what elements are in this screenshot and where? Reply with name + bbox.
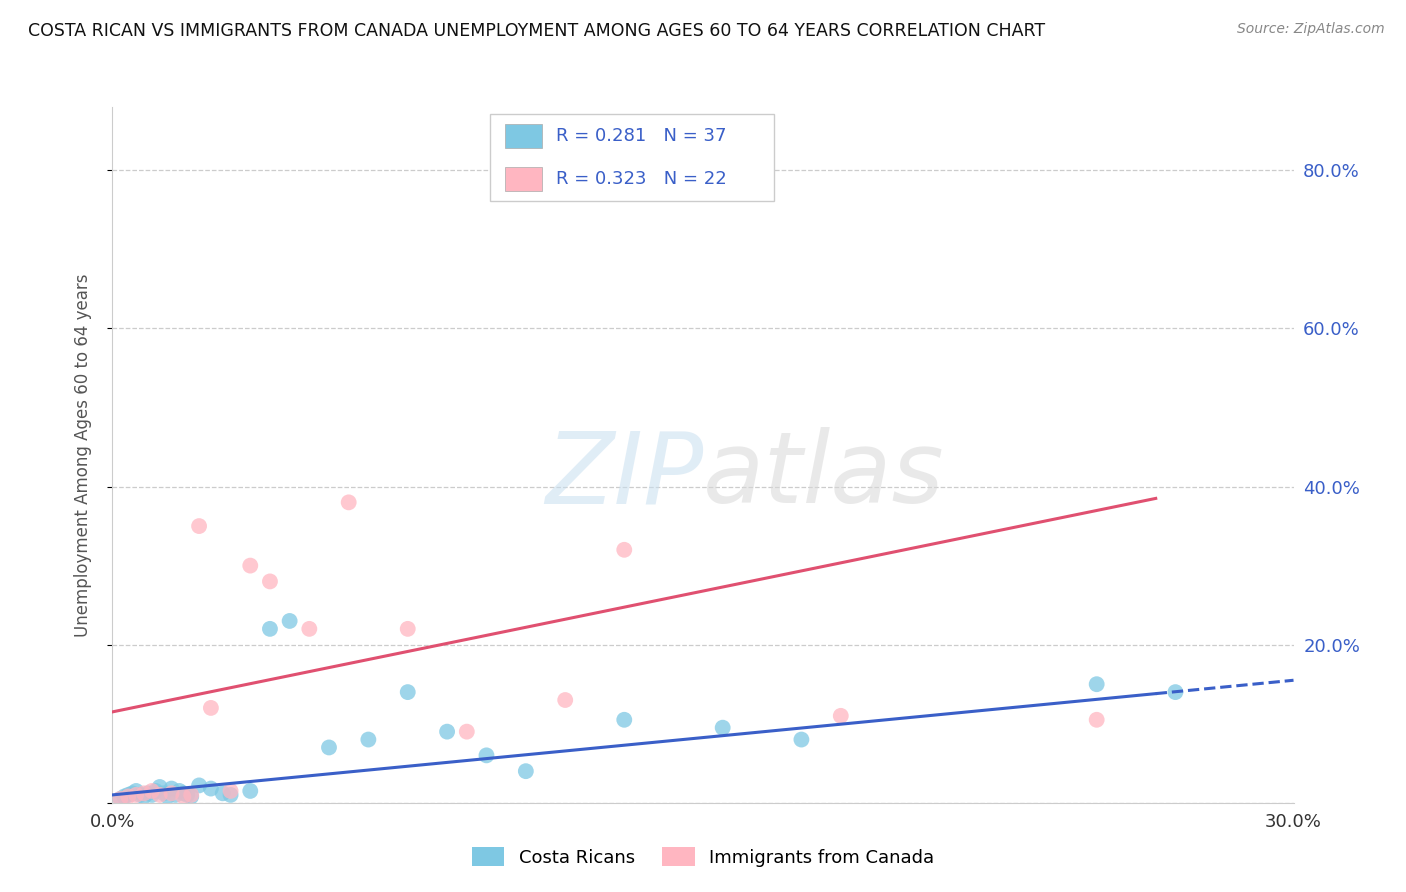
Point — [176, 788, 198, 802]
Point — [180, 788, 202, 802]
Point — [188, 778, 211, 792]
Point — [200, 781, 222, 796]
Point — [117, 789, 139, 804]
Point — [515, 764, 537, 779]
Point — [554, 693, 576, 707]
Point — [1164, 685, 1187, 699]
Point — [149, 780, 172, 794]
Point — [318, 740, 340, 755]
Point — [278, 614, 301, 628]
Point — [149, 788, 172, 802]
Point — [219, 788, 242, 802]
Point — [830, 708, 852, 723]
Point — [172, 789, 194, 804]
Text: Source: ZipAtlas.com: Source: ZipAtlas.com — [1237, 22, 1385, 37]
Point — [160, 781, 183, 796]
Point — [152, 786, 174, 800]
Point — [711, 721, 734, 735]
Point — [396, 622, 419, 636]
Point — [141, 788, 163, 802]
Point — [475, 748, 498, 763]
Point — [121, 786, 143, 800]
Point — [613, 713, 636, 727]
Point — [1085, 677, 1108, 691]
Point — [117, 788, 139, 802]
Point — [110, 792, 132, 806]
Legend: Costa Ricans, Immigrants from Canada: Costa Ricans, Immigrants from Canada — [464, 840, 942, 874]
Point — [132, 786, 155, 800]
Point — [141, 784, 163, 798]
Point — [357, 732, 380, 747]
Point — [145, 784, 167, 798]
Point — [136, 786, 159, 800]
Point — [436, 724, 458, 739]
Point — [613, 542, 636, 557]
Point — [239, 784, 262, 798]
Point — [790, 732, 813, 747]
Text: atlas: atlas — [703, 427, 945, 524]
Text: ZIP: ZIP — [544, 427, 703, 524]
Point — [169, 784, 191, 798]
Point — [219, 784, 242, 798]
Point — [1085, 713, 1108, 727]
Point — [160, 786, 183, 800]
Point — [156, 789, 179, 804]
Point — [211, 786, 233, 800]
Point — [125, 784, 148, 798]
Y-axis label: Unemployment Among Ages 60 to 64 years: Unemployment Among Ages 60 to 64 years — [73, 273, 91, 637]
Point — [298, 622, 321, 636]
Point — [112, 789, 135, 804]
Point — [110, 792, 132, 806]
Point — [259, 574, 281, 589]
Point — [172, 786, 194, 800]
Point — [132, 789, 155, 804]
Text: R = 0.323   N = 22: R = 0.323 N = 22 — [555, 170, 727, 188]
Point — [239, 558, 262, 573]
Point — [337, 495, 360, 509]
Point — [188, 519, 211, 533]
Text: COSTA RICAN VS IMMIGRANTS FROM CANADA UNEMPLOYMENT AMONG AGES 60 TO 64 YEARS COR: COSTA RICAN VS IMMIGRANTS FROM CANADA UN… — [28, 22, 1045, 40]
Point — [259, 622, 281, 636]
Point — [396, 685, 419, 699]
Point — [125, 788, 148, 802]
Point — [129, 788, 152, 802]
Point — [200, 701, 222, 715]
Point — [180, 789, 202, 804]
Point — [456, 724, 478, 739]
Point — [165, 788, 187, 802]
Text: R = 0.281   N = 37: R = 0.281 N = 37 — [555, 127, 725, 145]
